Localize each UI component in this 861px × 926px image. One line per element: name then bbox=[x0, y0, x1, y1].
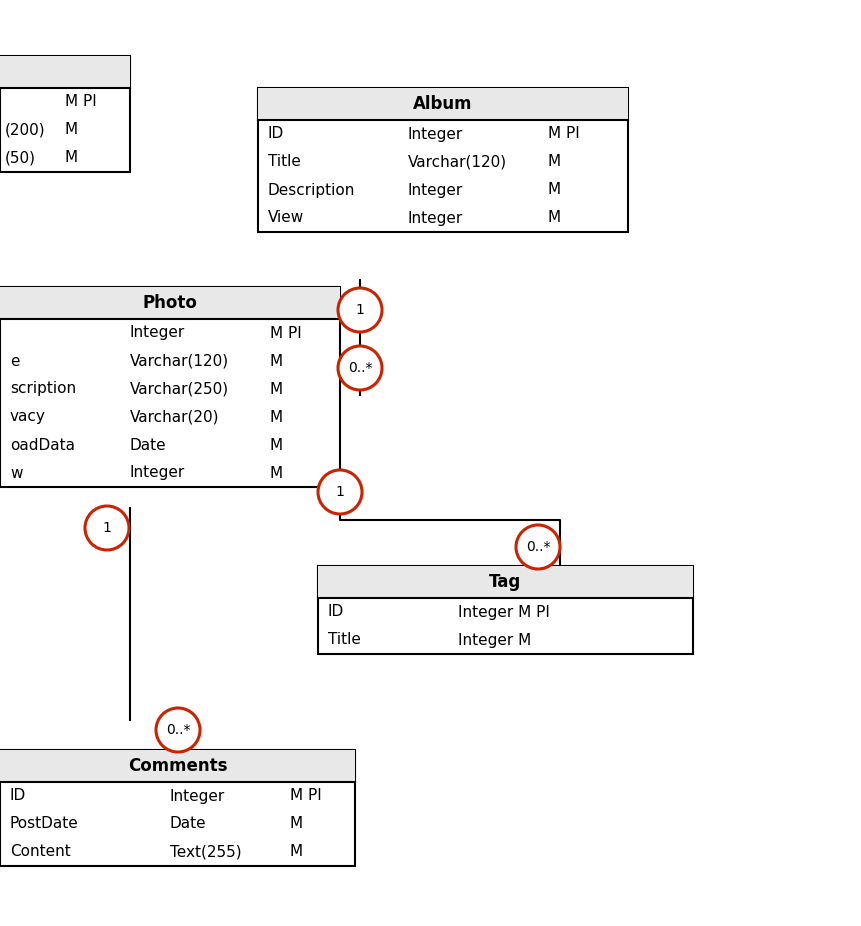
Bar bbox=[0, 56, 130, 88]
Text: M: M bbox=[548, 155, 561, 169]
Text: M: M bbox=[289, 845, 303, 859]
Text: View: View bbox=[268, 210, 304, 226]
Text: Text(255): Text(255) bbox=[170, 845, 241, 859]
Text: 0..*: 0..* bbox=[347, 361, 372, 375]
Circle shape bbox=[85, 506, 129, 550]
Text: M: M bbox=[269, 354, 282, 369]
Text: oadData: oadData bbox=[10, 437, 75, 453]
Text: M: M bbox=[269, 409, 282, 424]
Text: (200): (200) bbox=[5, 122, 46, 137]
Text: Integer: Integer bbox=[130, 466, 185, 481]
Text: PostDate: PostDate bbox=[10, 817, 78, 832]
Text: M: M bbox=[65, 151, 78, 166]
Text: (50): (50) bbox=[5, 151, 36, 166]
Text: Description: Description bbox=[268, 182, 355, 197]
Text: Varchar(250): Varchar(250) bbox=[130, 382, 229, 396]
Text: 0..*: 0..* bbox=[525, 540, 549, 554]
Text: Integer: Integer bbox=[130, 326, 185, 341]
Circle shape bbox=[338, 346, 381, 390]
Text: Tag: Tag bbox=[489, 573, 521, 591]
Text: Title: Title bbox=[268, 155, 300, 169]
Text: M PI: M PI bbox=[65, 94, 96, 109]
Text: ID: ID bbox=[328, 605, 344, 619]
Text: M: M bbox=[289, 817, 303, 832]
Text: M: M bbox=[269, 466, 282, 481]
Text: Album: Album bbox=[412, 95, 472, 113]
Text: vacy: vacy bbox=[10, 409, 46, 424]
Text: Integer: Integer bbox=[407, 127, 462, 142]
Bar bbox=[257, 88, 628, 232]
Text: 1: 1 bbox=[335, 485, 344, 499]
Bar bbox=[0, 287, 339, 319]
Text: M PI: M PI bbox=[289, 789, 321, 804]
Bar bbox=[0, 750, 355, 866]
Text: Content: Content bbox=[10, 845, 71, 859]
Text: Photo: Photo bbox=[142, 294, 197, 312]
Text: 0..*: 0..* bbox=[165, 723, 190, 737]
Bar bbox=[318, 566, 692, 654]
Circle shape bbox=[156, 708, 200, 752]
Text: Integer M: Integer M bbox=[457, 632, 530, 647]
Circle shape bbox=[338, 288, 381, 332]
Bar bbox=[318, 566, 692, 598]
Text: Integer: Integer bbox=[170, 789, 225, 804]
Text: w: w bbox=[10, 466, 22, 481]
Text: Integer: Integer bbox=[407, 210, 462, 226]
Text: M PI: M PI bbox=[269, 326, 301, 341]
Text: Integer M PI: Integer M PI bbox=[457, 605, 549, 619]
Bar bbox=[0, 750, 355, 782]
Text: M: M bbox=[548, 182, 561, 197]
Text: M: M bbox=[65, 122, 78, 137]
Text: Date: Date bbox=[170, 817, 207, 832]
Circle shape bbox=[318, 470, 362, 514]
Text: 1: 1 bbox=[355, 303, 364, 317]
Text: Comments: Comments bbox=[127, 757, 227, 775]
Text: M: M bbox=[269, 437, 282, 453]
Text: Title: Title bbox=[328, 632, 361, 647]
Bar bbox=[0, 287, 339, 487]
Text: M PI: M PI bbox=[548, 127, 579, 142]
Text: Varchar(120): Varchar(120) bbox=[407, 155, 506, 169]
Text: Integer: Integer bbox=[407, 182, 462, 197]
Text: ID: ID bbox=[10, 789, 26, 804]
Text: M: M bbox=[548, 210, 561, 226]
Text: Varchar(120): Varchar(120) bbox=[130, 354, 229, 369]
Text: e: e bbox=[10, 354, 20, 369]
Text: M: M bbox=[269, 382, 282, 396]
Text: 1: 1 bbox=[102, 521, 111, 535]
Text: Date: Date bbox=[130, 437, 166, 453]
Bar bbox=[257, 88, 628, 120]
Text: Varchar(20): Varchar(20) bbox=[130, 409, 220, 424]
Bar bbox=[0, 56, 130, 172]
Circle shape bbox=[516, 525, 560, 569]
Text: ID: ID bbox=[268, 127, 284, 142]
Text: scription: scription bbox=[10, 382, 76, 396]
